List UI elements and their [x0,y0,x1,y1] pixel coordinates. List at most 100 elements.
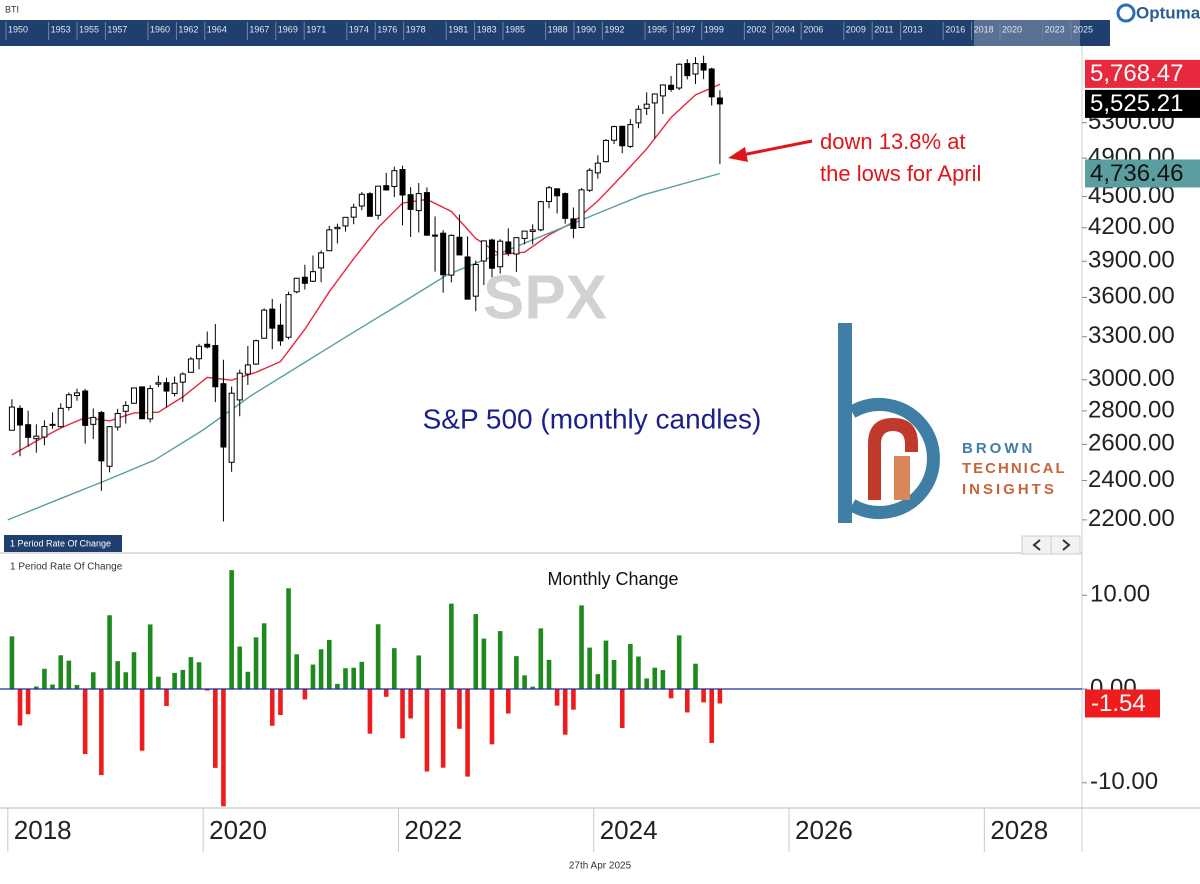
navigator[interactable] [0,20,1110,46]
bar [424,689,430,772]
navigator-range[interactable] [974,20,1080,46]
logo-block [894,456,910,500]
navigator-label: 1953 [51,24,71,34]
scroll-left[interactable] [1021,535,1052,555]
navigator-label: 1974 [349,24,369,34]
candle-body [350,206,357,218]
candle-body [521,230,528,239]
candle-body [562,193,569,219]
bar [115,661,120,690]
bar [42,668,47,690]
bar [522,675,527,690]
candle-body [546,187,553,203]
price-flag-label: 5,525.21 [1090,90,1183,117]
navigator-label: 2009 [846,24,866,34]
bar [408,689,413,719]
bar [172,672,177,690]
candle-body [391,170,398,187]
candle-body [407,194,414,210]
candle-body [196,345,203,360]
candle-body [513,237,520,255]
bar [440,689,446,768]
candle-body [277,324,284,342]
navigator-label: 1957 [107,24,127,34]
bar [538,628,544,690]
annotation: down 13.8% at [820,129,966,154]
navigator-label: 1971 [306,24,326,34]
logo-text: TECHNICAL [962,460,1067,477]
navigator-label: 1960 [150,24,170,34]
candle-body [594,162,601,174]
panel-tab[interactable] [4,535,122,552]
bar [514,656,519,690]
bar [628,644,633,690]
bar [66,660,72,690]
candle-body [285,294,292,338]
candle-body [375,185,382,216]
bar [416,655,422,690]
arrow-left[interactable] [1032,539,1041,551]
bar [107,615,112,690]
candle-body [497,240,504,268]
bar [668,689,674,699]
scroll-right[interactable] [1050,535,1081,555]
bar [571,689,576,710]
candle-body [651,93,658,104]
bar [400,689,405,739]
y-tick-label: 3000.00 [1088,365,1175,392]
bar [449,603,454,690]
candle-body [155,382,162,385]
candle-body [204,343,211,348]
bar [9,636,15,690]
navigator-label: 1988 [548,24,568,34]
navigator-label: 1962 [178,24,198,34]
candle-body [342,216,349,227]
candle-body [480,240,487,262]
navigator-label: 1978 [406,24,426,34]
candle-body [187,358,194,373]
candle-body [472,264,479,297]
bar [25,689,31,715]
arrow-right[interactable] [1062,539,1071,551]
bar [156,676,161,690]
bar [481,638,487,690]
candle-body [98,412,105,462]
x-tick-label: 2024 [600,815,658,845]
y-tick-label: 2200.00 [1088,505,1175,532]
moving-average [11,83,721,456]
x-tick-label: 2018 [14,815,72,845]
panel-tab-label[interactable]: 1 Period Rate Of Change [10,538,111,548]
bar [359,661,365,690]
price-flag-label: 4,736.46 [1090,160,1183,187]
candle-body [82,390,89,426]
candle-body [505,241,512,254]
candle-body [611,126,618,141]
candle-body [700,63,707,71]
candle-body [488,239,495,269]
bar [497,631,503,690]
bar [343,668,348,690]
bar [310,664,316,690]
bar [587,647,592,690]
navigator-label: 1983 [477,24,497,34]
bar [278,689,283,715]
logo-stem [838,323,852,523]
y-tick-label: 3900.00 [1088,247,1175,274]
navigator-label: 2018 [974,24,994,34]
bar [180,669,186,690]
candle-body [49,423,56,426]
candle-body [554,188,561,197]
y-tick-label: 3300.00 [1088,322,1175,349]
candle-body [415,193,422,212]
candle-body [318,252,325,269]
candle-body [529,229,536,232]
candle-body [301,276,308,284]
symbol: BTI [5,4,19,14]
navigator-label: 1964 [207,24,227,34]
x-tick-label: 2020 [209,815,267,845]
navigator-label: 1981 [448,24,468,34]
bar [229,570,234,690]
candle-body [309,271,316,282]
candle-body [73,392,80,397]
